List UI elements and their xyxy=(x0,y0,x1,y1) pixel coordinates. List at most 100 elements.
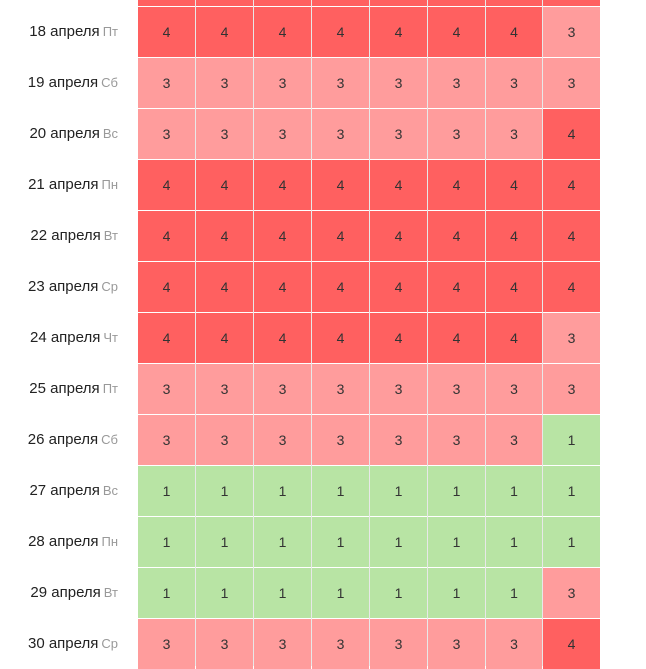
table-cell[interactable]: 4 xyxy=(196,160,253,210)
table-cell[interactable]: 4 xyxy=(196,7,253,57)
table-cell[interactable]: 1 xyxy=(138,568,195,618)
table-cell[interactable]: 3 xyxy=(312,415,369,465)
table-cell[interactable]: 3 xyxy=(254,619,311,669)
table-cell[interactable]: 1 xyxy=(486,517,542,567)
table-cell[interactable]: 4 xyxy=(543,211,600,261)
table-cell[interactable]: 1 xyxy=(254,568,311,618)
table-cell[interactable]: 4 xyxy=(428,160,485,210)
table-cell[interactable]: 1 xyxy=(312,568,369,618)
table-cell[interactable]: 4 xyxy=(312,262,369,312)
table-cell[interactable]: 3 xyxy=(254,415,311,465)
table-cell[interactable]: 1 xyxy=(196,517,253,567)
table-cell[interactable]: 4 xyxy=(486,160,542,210)
table-cell[interactable]: 3 xyxy=(370,58,427,108)
table-cell[interactable]: 4 xyxy=(138,160,195,210)
table-cell[interactable]: 3 xyxy=(312,109,369,159)
table-cell[interactable]: 3 xyxy=(370,619,427,669)
table-cell[interactable] xyxy=(543,0,600,6)
table-cell[interactable]: 3 xyxy=(138,364,195,414)
table-cell[interactable]: 3 xyxy=(543,58,600,108)
table-cell[interactable]: 3 xyxy=(428,58,485,108)
table-cell[interactable] xyxy=(370,0,427,6)
table-cell[interactable]: 1 xyxy=(312,517,369,567)
table-cell[interactable]: 4 xyxy=(428,211,485,261)
table-cell[interactable]: 3 xyxy=(543,313,600,363)
table-cell[interactable]: 4 xyxy=(428,262,485,312)
table-cell[interactable] xyxy=(486,0,542,6)
table-cell[interactable]: 3 xyxy=(543,364,600,414)
table-cell[interactable]: 4 xyxy=(486,262,542,312)
table-cell[interactable]: 1 xyxy=(312,466,369,516)
table-cell[interactable]: 3 xyxy=(370,364,427,414)
table-cell[interactable]: 3 xyxy=(543,7,600,57)
table-cell[interactable]: 3 xyxy=(196,58,253,108)
table-cell[interactable] xyxy=(428,0,485,6)
table-cell[interactable]: 4 xyxy=(543,160,600,210)
table-cell[interactable]: 4 xyxy=(543,262,600,312)
table-cell[interactable]: 4 xyxy=(138,211,195,261)
table-cell[interactable]: 4 xyxy=(138,7,195,57)
table-cell[interactable]: 1 xyxy=(428,568,485,618)
table-cell[interactable]: 1 xyxy=(196,568,253,618)
table-cell[interactable]: 3 xyxy=(196,415,253,465)
table-cell[interactable]: 3 xyxy=(486,58,542,108)
table-cell[interactable]: 4 xyxy=(196,211,253,261)
table-cell[interactable]: 3 xyxy=(138,415,195,465)
table-cell[interactable]: 3 xyxy=(312,364,369,414)
table-cell[interactable]: 4 xyxy=(254,160,311,210)
table-cell[interactable]: 3 xyxy=(428,619,485,669)
table-cell[interactable]: 3 xyxy=(428,109,485,159)
table-cell[interactable]: 4 xyxy=(312,211,369,261)
table-cell[interactable]: 4 xyxy=(428,313,485,363)
table-cell[interactable]: 4 xyxy=(486,7,542,57)
table-cell[interactable]: 3 xyxy=(428,364,485,414)
table-cell[interactable] xyxy=(312,0,369,6)
table-cell[interactable]: 3 xyxy=(196,109,253,159)
table-cell[interactable]: 1 xyxy=(370,517,427,567)
table-cell[interactable] xyxy=(254,0,311,6)
table-cell[interactable]: 1 xyxy=(486,466,542,516)
table-cell[interactable]: 4 xyxy=(254,211,311,261)
table-cell[interactable]: 4 xyxy=(543,109,600,159)
table-cell[interactable]: 4 xyxy=(428,7,485,57)
table-cell[interactable]: 3 xyxy=(370,109,427,159)
table-cell[interactable]: 3 xyxy=(312,619,369,669)
table-cell[interactable]: 1 xyxy=(370,568,427,618)
table-cell[interactable]: 4 xyxy=(312,313,369,363)
table-cell[interactable]: 1 xyxy=(254,517,311,567)
table-cell[interactable]: 4 xyxy=(254,262,311,312)
table-cell[interactable]: 3 xyxy=(254,364,311,414)
table-cell[interactable]: 3 xyxy=(254,58,311,108)
table-cell[interactable]: 3 xyxy=(486,364,542,414)
table-cell[interactable]: 4 xyxy=(370,211,427,261)
table-cell[interactable]: 3 xyxy=(138,619,195,669)
table-cell[interactable]: 4 xyxy=(196,262,253,312)
table-cell[interactable]: 4 xyxy=(138,262,195,312)
table-cell[interactable]: 3 xyxy=(486,619,542,669)
table-cell[interactable]: 4 xyxy=(312,160,369,210)
table-cell[interactable]: 4 xyxy=(312,7,369,57)
table-cell[interactable]: 1 xyxy=(138,466,195,516)
table-cell[interactable]: 3 xyxy=(138,58,195,108)
table-cell[interactable]: 4 xyxy=(370,160,427,210)
table-cell[interactable]: 3 xyxy=(138,109,195,159)
table-cell[interactable]: 3 xyxy=(543,568,600,618)
table-cell[interactable]: 4 xyxy=(486,211,542,261)
table-cell[interactable]: 1 xyxy=(543,517,600,567)
table-cell[interactable]: 3 xyxy=(370,415,427,465)
table-cell[interactable]: 1 xyxy=(370,466,427,516)
table-cell[interactable]: 3 xyxy=(428,415,485,465)
table-cell[interactable]: 1 xyxy=(428,466,485,516)
table-cell[interactable]: 4 xyxy=(254,313,311,363)
table-cell[interactable]: 4 xyxy=(370,262,427,312)
table-cell[interactable]: 1 xyxy=(486,568,542,618)
table-cell[interactable]: 4 xyxy=(543,619,600,669)
table-cell[interactable] xyxy=(138,0,195,6)
table-cell[interactable]: 4 xyxy=(370,313,427,363)
table-cell[interactable]: 1 xyxy=(428,517,485,567)
table-cell[interactable] xyxy=(196,0,253,6)
table-cell[interactable]: 4 xyxy=(196,313,253,363)
table-cell[interactable]: 3 xyxy=(486,109,542,159)
table-cell[interactable]: 3 xyxy=(196,619,253,669)
table-cell[interactable]: 1 xyxy=(254,466,311,516)
